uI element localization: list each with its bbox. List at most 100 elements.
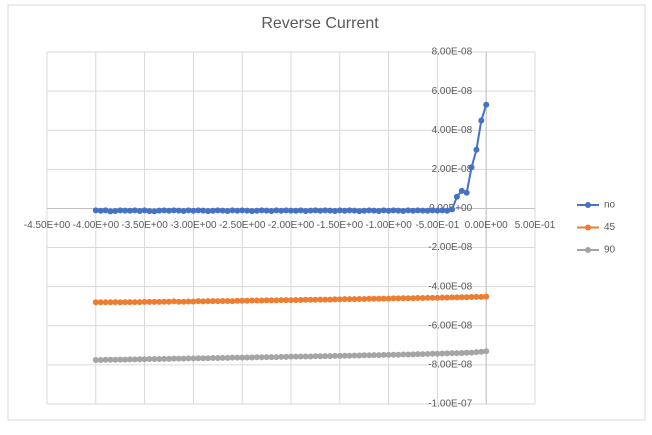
data-point — [151, 208, 158, 215]
data-point — [146, 298, 153, 305]
data-point — [390, 351, 397, 358]
data-point — [161, 298, 168, 305]
data-point — [468, 349, 475, 356]
data-point — [341, 296, 348, 303]
data-point — [307, 207, 314, 214]
y-tick-label: -1.00E-07 — [428, 399, 472, 410]
data-point — [439, 350, 446, 357]
data-point — [419, 207, 426, 214]
data-point — [317, 207, 324, 214]
data-point — [244, 207, 251, 214]
data-point — [219, 207, 226, 214]
data-point — [361, 295, 368, 302]
data-point — [102, 299, 109, 306]
data-point — [224, 297, 231, 304]
data-point — [131, 299, 138, 306]
data-point — [424, 207, 431, 214]
data-point — [195, 298, 202, 305]
legend-marker — [585, 202, 591, 208]
data-point — [219, 354, 226, 361]
data-point — [439, 294, 446, 301]
data-point — [136, 207, 143, 214]
data-point — [468, 164, 475, 171]
data-point — [166, 207, 172, 214]
data-point — [444, 294, 451, 301]
data-point — [449, 206, 456, 213]
data-point — [136, 299, 143, 306]
data-point — [322, 207, 329, 214]
data-point — [419, 351, 426, 358]
data-point — [405, 207, 412, 214]
data-point — [400, 295, 407, 302]
data-point — [414, 207, 421, 214]
data-point — [390, 295, 397, 302]
data-point — [356, 208, 363, 215]
data-point — [200, 355, 207, 362]
data-point — [248, 297, 255, 304]
data-point — [146, 208, 153, 215]
data-point — [312, 353, 319, 360]
data-point — [370, 295, 377, 302]
data-point — [209, 355, 216, 362]
x-tick-label: -3.00E+00 — [170, 220, 217, 231]
y-tick-label: -8.00E-08 — [428, 360, 472, 371]
data-point — [370, 207, 377, 214]
data-point — [185, 298, 192, 305]
data-point — [453, 350, 460, 357]
data-point — [92, 207, 99, 214]
data-point — [200, 298, 207, 305]
data-point — [458, 187, 465, 194]
data-point — [331, 296, 338, 303]
data-point — [390, 207, 397, 214]
data-point — [395, 207, 402, 214]
data-point — [97, 207, 104, 214]
data-point — [92, 357, 99, 363]
data-point — [331, 352, 338, 359]
data-point — [405, 351, 412, 358]
data-point — [126, 299, 133, 306]
data-point — [297, 207, 304, 214]
data-point — [185, 207, 192, 214]
data-point — [122, 299, 129, 306]
data-point — [195, 355, 202, 362]
data-point — [380, 295, 387, 302]
y-tick-label: -6.00E-08 — [428, 320, 472, 331]
data-point — [122, 207, 129, 214]
data-point — [126, 207, 133, 214]
data-point — [263, 354, 270, 361]
data-point — [258, 297, 265, 304]
legend-marker — [585, 247, 591, 253]
data-point — [156, 356, 163, 363]
data-point — [253, 354, 260, 361]
data-point — [400, 207, 407, 214]
data-point — [268, 207, 275, 214]
data-point — [278, 207, 285, 214]
data-point — [112, 356, 119, 363]
data-point — [468, 294, 475, 301]
data-point — [292, 207, 299, 214]
data-point — [473, 293, 480, 300]
data-point — [297, 353, 304, 360]
x-tick-label: -1.50E+00 — [317, 220, 364, 231]
data-point — [463, 189, 470, 196]
data-point — [248, 208, 255, 215]
data-point — [327, 353, 334, 360]
data-point — [273, 297, 280, 304]
x-tick-label: -5.00E-01 — [415, 220, 459, 231]
data-point — [375, 207, 382, 214]
data-point — [253, 207, 260, 214]
data-point — [268, 297, 275, 304]
x-tick-label: -4.50E+00 — [24, 220, 71, 231]
data-point — [444, 350, 451, 357]
data-point — [302, 207, 309, 214]
x-tick-label: -2.50E+00 — [219, 220, 266, 231]
y-tick-label: -4.00E-08 — [428, 281, 472, 292]
data-point — [380, 351, 387, 358]
data-point — [410, 295, 416, 302]
data-point — [200, 207, 207, 214]
data-point — [463, 294, 470, 301]
data-point — [434, 294, 441, 301]
y-tick-label: -2.00E-08 — [428, 242, 472, 253]
data-point — [209, 207, 216, 214]
data-point — [385, 351, 392, 358]
